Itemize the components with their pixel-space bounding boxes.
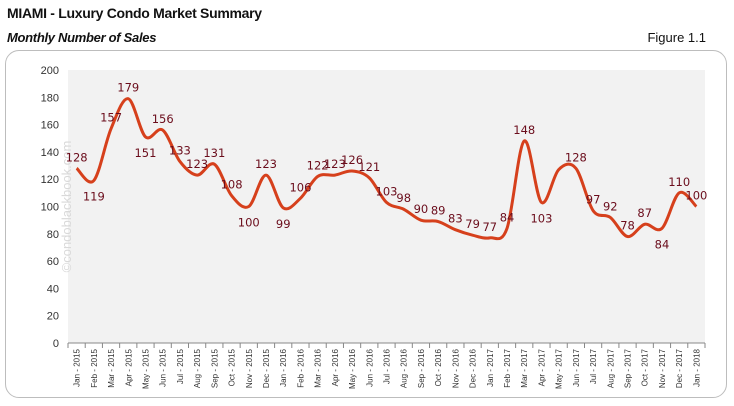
x-tick-label: Apr - 2017 [537, 348, 546, 386]
y-tick-label: 160 [41, 120, 59, 132]
x-tick-label: Jun - 2016 [365, 348, 374, 386]
data-label: 89 [431, 204, 446, 218]
y-tick-label: 0 [53, 338, 59, 350]
x-tick-label: Jul - 2017 [589, 348, 598, 384]
x-tick-label: Apr - 2016 [331, 348, 340, 386]
x-tick-label: May - 2015 [141, 348, 150, 389]
series-line [75, 97, 698, 241]
x-tick-label: Aug - 2017 [606, 348, 615, 388]
data-label: 103 [376, 184, 398, 198]
y-tick-label: 40 [47, 283, 59, 295]
x-tick-label: May - 2017 [555, 348, 564, 389]
data-label: 123 [324, 157, 346, 171]
data-label: 156 [152, 112, 174, 126]
x-tick-label: Mar - 2017 [520, 348, 529, 387]
x-tick-label: Jan - 2017 [486, 348, 495, 386]
data-label: 110 [668, 175, 690, 189]
data-label: 151 [134, 146, 156, 160]
data-label: 87 [637, 206, 652, 220]
data-label: 121 [358, 160, 380, 174]
y-tick-label: 20 [47, 311, 59, 323]
data-label: 84 [500, 210, 515, 224]
x-tick-label: Aug - 2016 [400, 348, 409, 388]
chart-subtitle: Monthly Number of Sales [7, 30, 157, 45]
x-tick-label: May - 2016 [348, 348, 357, 389]
y-tick-label: 200 [41, 65, 59, 77]
y-tick-label: 120 [41, 174, 59, 186]
x-tick-label: Jul - 2016 [383, 348, 392, 384]
chart-frame [5, 50, 727, 398]
x-tick-label: Nov - 2015 [245, 348, 254, 388]
data-label: 92 [603, 199, 618, 213]
x-tick-label: Mar - 2016 [314, 348, 323, 387]
data-label: 123 [186, 157, 208, 171]
x-tick-label: Mar - 2015 [107, 348, 116, 387]
data-label: 108 [221, 178, 243, 192]
x-tick-label: Jun - 2017 [572, 348, 581, 386]
x-tick-label: Oct - 2015 [228, 348, 237, 386]
x-tick-label: Sep - 2016 [417, 348, 426, 388]
x-tick-label: Feb - 2017 [503, 348, 512, 387]
data-label: 99 [276, 217, 291, 231]
data-label: 148 [513, 123, 535, 137]
data-label: 103 [530, 211, 552, 225]
plot-area [68, 70, 705, 343]
x-tick-label: Apr - 2015 [124, 348, 133, 386]
x-tick-label: Nov - 2017 [658, 348, 667, 388]
data-label: 77 [482, 220, 497, 234]
x-tick-label: Jan - 2015 [73, 348, 82, 386]
data-label: 179 [117, 81, 139, 95]
x-tick-label: Feb - 2015 [90, 348, 99, 387]
y-tick-label: 180 [41, 92, 59, 104]
page-title: MIAMI - Luxury Condo Market Summary [7, 5, 262, 21]
x-tick-label: Dec - 2017 [675, 348, 684, 388]
data-label: 100 [238, 216, 260, 230]
x-tick-label: Sep - 2017 [624, 348, 633, 388]
x-tick-label: Jun - 2015 [159, 348, 168, 386]
x-tick-label: Nov - 2016 [451, 348, 460, 388]
x-tick-label: Oct - 2016 [434, 348, 443, 386]
data-label: 83 [448, 212, 463, 226]
data-label: 123 [255, 157, 277, 171]
y-tick-label: 80 [47, 229, 59, 241]
data-label: 90 [414, 202, 429, 216]
x-tick-label: Jan - 2016 [279, 348, 288, 386]
data-label: 122 [307, 158, 329, 172]
data-label: 106 [289, 180, 311, 194]
data-label: 133 [169, 143, 191, 157]
x-tick-label: Feb - 2016 [296, 348, 305, 387]
data-label: 79 [465, 217, 480, 231]
data-label: 128 [66, 150, 88, 164]
data-label: 119 [83, 190, 105, 204]
data-label: 97 [586, 193, 601, 207]
data-label: 131 [203, 146, 225, 160]
x-tick-label: Oct - 2017 [641, 348, 650, 386]
x-tick-label: Jan - 2018 [692, 348, 701, 386]
data-label: 100 [685, 189, 707, 203]
x-tick-label: Aug - 2015 [193, 348, 202, 388]
data-label: 84 [655, 237, 670, 251]
y-tick-label: 60 [47, 256, 59, 268]
data-label: 157 [100, 111, 122, 125]
y-tick-label: 100 [41, 202, 59, 214]
x-tick-label: Jul - 2015 [176, 348, 185, 384]
data-label: 128 [565, 150, 587, 164]
data-label: 98 [396, 191, 411, 205]
watermark: ©condoblackbook.com [59, 141, 74, 273]
x-tick-label: Sep - 2015 [210, 348, 219, 388]
x-tick-label: Dec - 2016 [469, 348, 478, 388]
data-label: 78 [620, 219, 635, 233]
y-tick-label: 140 [41, 147, 59, 159]
figure-number: Figure 1.1 [647, 30, 706, 45]
data-label: 126 [341, 153, 363, 167]
x-tick-label: Dec - 2015 [262, 348, 271, 388]
